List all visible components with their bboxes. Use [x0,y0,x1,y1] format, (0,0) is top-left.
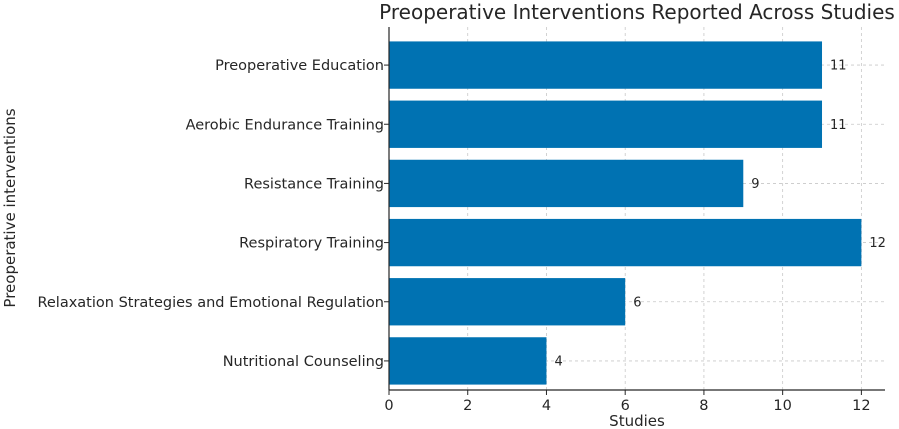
x-tick-label-5: 10 [773,398,791,414]
value-label-4: 6 [633,295,641,310]
bar-5 [389,337,547,385]
category-label-5: Nutritional Counseling [223,354,384,370]
x-tick-label-2: 4 [542,398,551,414]
bar-1 [389,100,823,148]
bar-4 [389,278,626,326]
x-tick-label-3: 6 [621,398,630,414]
x-tick-label-6: 12 [852,398,870,414]
value-label-1: 11 [830,118,847,133]
category-label-1: Aerobic Endurance Training [186,117,384,133]
y-axis-label: Preoperative interventions [1,108,19,307]
category-label-4: Relaxation Strategies and Emotional Regu… [37,295,384,311]
x-axis-label: Studies [609,412,665,429]
category-label-0: Preoperative Education [215,58,384,74]
chart-title: Preoperative Interventions Reported Acro… [379,0,895,24]
category-label-3: Respiratory Training [239,236,384,252]
value-label-3: 12 [869,236,886,251]
x-tick-label-4: 8 [699,398,708,414]
bar-2 [389,159,744,208]
bar-3 [389,218,862,267]
value-label-0: 11 [830,59,847,74]
x-ticks: 0 2 4 6 8 10 12 [384,64,871,414]
x-tick-label-1: 2 [463,398,472,414]
category-labels: Preoperative Education Aerobic Endurance … [37,58,384,370]
value-label-2: 9 [751,177,759,192]
category-label-2: Resistance Training [244,176,384,192]
value-labels: 11 11 9 12 6 4 [554,59,885,370]
x-tick-label-0: 0 [384,398,393,414]
bars [389,41,862,385]
bar-0 [389,41,823,89]
value-label-5: 4 [554,354,562,369]
